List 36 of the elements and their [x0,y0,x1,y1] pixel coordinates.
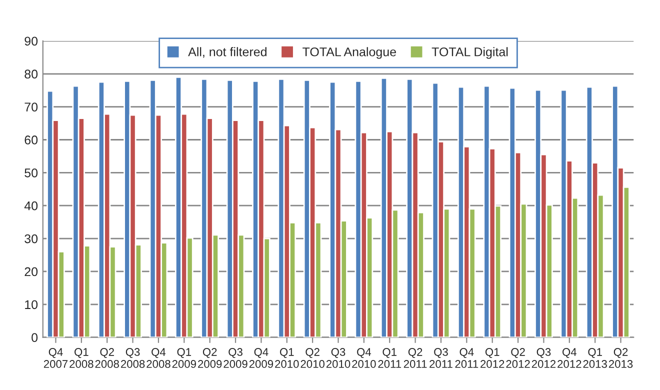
x-tick-label: Q1 2011 [378,348,402,368]
y-tick-label: 90 [24,36,38,46]
y-tick-label: 10 [25,300,38,310]
x-tick-label: Q3 2008 [120,348,145,368]
x-tick-label: Q3 2009 [224,348,248,368]
x-tick-label: Q3 2011 [430,348,452,368]
y-tick-label: 70 [24,102,38,112]
x-tick-label: Q4 2012 [558,348,582,368]
x-tick-label: Q3 2010 [326,348,350,368]
x-tick-label: Q1 2013 [583,348,607,368]
x-tick-label: Q4 2009 [249,348,274,368]
legend-label: All, not filtered [188,47,266,58]
x-tick-label: Q2 2012 [506,348,530,368]
x-tick-label: Q2 2009 [198,348,222,368]
x-tick-label: Q1 2009 [172,348,196,368]
x-tick-label: Q1 2010 [275,348,299,368]
x-tick-label: Q4 2011 [455,348,478,368]
x-tick-label: Q1 2012 [480,348,504,368]
legend-label: TOTAL Analogue [302,47,396,59]
x-tick-label: Q4 2007 [44,348,68,368]
x-tick-label: Q2 2008 [95,348,119,368]
x-tick-label: Q3 2012 [532,348,556,368]
y-tick-label: 40 [24,201,38,210]
y-tick-label: 20 [24,267,38,276]
legend-label: TOTAL Digital [432,47,508,59]
x-tick-label: Q2 2010 [300,348,324,368]
y-tick-label: 60 [24,136,38,144]
x-tick-label: Q2 2011 [404,348,427,368]
y-tick-label: 0 [32,333,38,342]
x-tick-label: Q1 2008 [70,348,94,368]
x-tick-label: Q4 2008 [146,348,170,368]
y-tick-label: 30 [24,234,38,244]
x-tick-label: Q4 2010 [352,348,376,368]
y-tick-label: 80 [24,70,38,79]
y-tick-label: 50 [24,168,38,178]
x-tick-label: Q2 2013 [608,348,633,368]
